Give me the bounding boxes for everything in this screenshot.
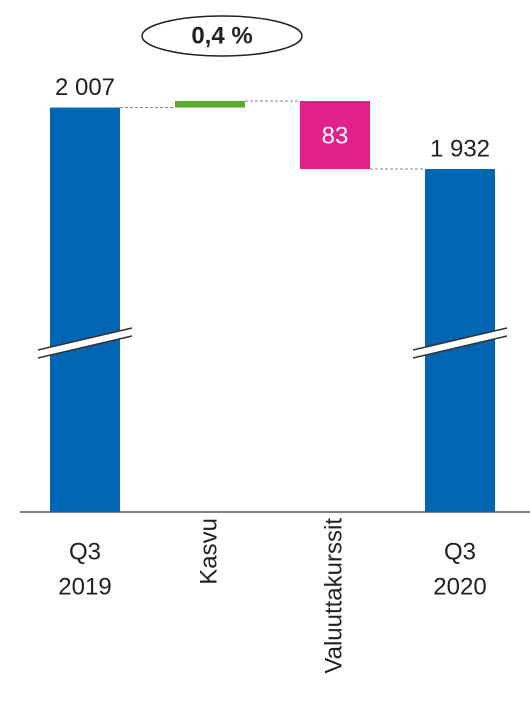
annotation-ellipse: [141, 15, 303, 57]
value-label: 83: [322, 122, 349, 149]
axis-break-line: [412, 327, 508, 351]
x-tick-label: Q3: [444, 538, 476, 565]
axis-break-line: [37, 327, 133, 351]
x-tick-label: Valuuttakurssit: [320, 518, 347, 674]
bar: [175, 101, 245, 108]
annotation: 0,4 %: [191, 22, 252, 49]
x-tick-label: 2019: [58, 573, 111, 600]
axis-break-line: [37, 335, 133, 359]
x-tick-label: 2020: [433, 573, 486, 600]
x-tick-label: Kasvu: [195, 518, 222, 585]
axis-break: [38, 328, 132, 358]
x-tick-label: Q3: [69, 538, 101, 565]
bar: [50, 107, 120, 513]
axis-break: [413, 328, 507, 358]
value-label: 2 007: [55, 74, 115, 101]
bar: [300, 101, 370, 169]
value-label: 1 932: [430, 135, 490, 162]
axis-break-line: [412, 335, 508, 359]
